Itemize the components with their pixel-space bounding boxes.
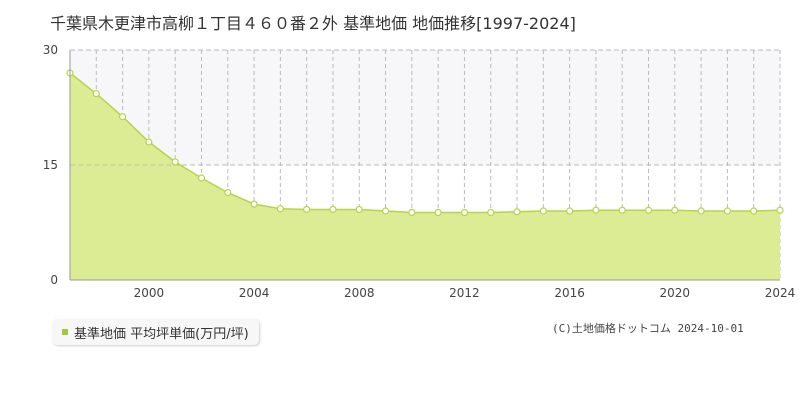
data-point [329, 205, 337, 214]
copyright: (C)土地価格ドットコム 2024-10-01 [552, 322, 744, 335]
data-point [276, 205, 284, 213]
data-point [92, 90, 100, 98]
x-tick-label: 2008 [344, 286, 375, 300]
y-tick-label: 30 [43, 43, 58, 57]
data-point [671, 206, 679, 214]
x-tick-label: 2020 [660, 286, 691, 300]
data-point [460, 208, 469, 217]
chart-title: 千葉県木更津市高柳１丁目４６０番２外 基準地価 地価推移[1997-2024] [50, 14, 576, 33]
data-point [145, 138, 153, 146]
area-fill [70, 73, 780, 280]
x-tick-label: 2016 [554, 286, 585, 300]
data-point [776, 206, 784, 214]
data-point [513, 208, 521, 216]
data-point [303, 205, 311, 214]
data-point [697, 207, 705, 215]
series-line [69, 72, 781, 214]
data-point [408, 208, 416, 217]
x-tick-labels: 2000 2004 2008 2012 2016 2020 2024 [134, 286, 796, 300]
y-tick-label: 15 [43, 158, 58, 172]
data-point [355, 205, 363, 214]
legend-label: 基準地価 平均坪単価(万円/坪) [74, 326, 249, 342]
data-point [224, 189, 232, 197]
data-point [566, 207, 574, 215]
data-point [434, 208, 442, 217]
y-tick-label: 0 [50, 273, 58, 287]
x-tick-label: 2012 [449, 286, 480, 300]
legend-swatch [62, 329, 68, 335]
data-point [381, 207, 390, 215]
y-tick-labels: 0 15 30 [43, 43, 58, 287]
legend: 基準地価 平均坪単価(万円/坪) [52, 319, 259, 345]
data-point [250, 200, 258, 208]
x-tick-label: 2024 [765, 286, 796, 300]
data-point [118, 113, 127, 121]
data-point [723, 207, 732, 215]
horizontal-grid [70, 49, 780, 166]
data-point [618, 206, 626, 214]
data-point [592, 206, 600, 214]
data-point [644, 206, 653, 214]
data-point [197, 174, 206, 182]
data-point [539, 207, 547, 215]
x-tick-label: 2004 [239, 286, 270, 300]
data-points [66, 69, 784, 217]
data-point [750, 207, 758, 215]
data-point [171, 158, 179, 166]
upper-band [70, 50, 780, 165]
data-point [487, 208, 495, 217]
x-tick-label: 2000 [134, 286, 165, 300]
